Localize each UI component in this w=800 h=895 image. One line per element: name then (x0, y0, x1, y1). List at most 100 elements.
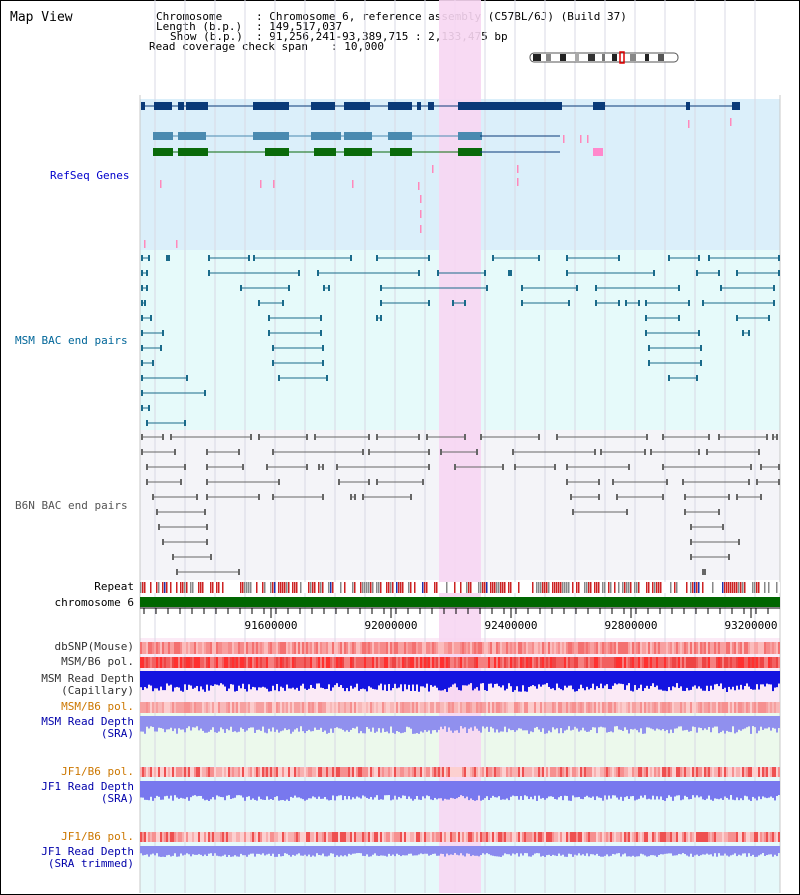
msm-b6-pol-2-heat-cell (148, 702, 150, 713)
msm-depth-capillary-bar (344, 671, 346, 692)
jf1-depth-sra-bar (484, 781, 486, 799)
msm-depth-sra-bar (220, 716, 222, 728)
jf1-depth-sra-bar (434, 781, 436, 798)
jf1-b6-pol-2-heat-cell (206, 832, 208, 842)
jf1-depth-trimmed-bar (526, 846, 528, 854)
jf1-depth-sra-bar (688, 781, 690, 800)
msm-b6-pol-2-heat-cell (520, 702, 522, 713)
jf1-b6-pol-heat-cell (200, 767, 202, 777)
jf1-b6-pol-2-heat-cell (308, 832, 310, 842)
jf1-depth-sra-bar (430, 781, 432, 800)
dbsnp-heat-cell (710, 642, 712, 654)
jf1-b6-pol-2-heat-cell (496, 832, 498, 842)
jf1-b6-pol-2-heat-cell (494, 832, 496, 842)
jf1-depth-sra-bar (506, 781, 508, 799)
msm-b6-pol-heat-cell (276, 657, 278, 668)
msm-depth-capillary-bar (292, 671, 294, 688)
repeat-element (536, 582, 538, 593)
msm-depth-sra-bar (518, 716, 520, 729)
msm-b6-pol-heat-cell (672, 657, 674, 668)
jf1-depth-sra-bar (706, 781, 708, 799)
msm-b6-pol-2-heat-cell (294, 702, 296, 713)
length-label: Length (b.p.) (156, 20, 243, 33)
msm-depth-sra-bar (622, 716, 624, 732)
b6n-bac-pair-end (566, 479, 568, 485)
msm-b6-pol-2-heat-cell (310, 702, 312, 713)
msm-depth-sra-bar (552, 716, 554, 728)
msm-depth-capillary-bar (678, 671, 680, 689)
jf1-b6-pol-2-heat-cell (430, 832, 432, 842)
jf1-depth-trimmed-bar (316, 846, 318, 854)
gene-row-3-exon (344, 148, 372, 156)
msm-b6-pol-2-heat-cell (260, 702, 262, 713)
repeat-element (764, 582, 766, 593)
jf1-b6-pol-2-heat-cell (358, 832, 360, 842)
jf1-b6-pol-2-heat-cell (666, 832, 668, 842)
msm-depth-capillary-bar (224, 671, 226, 687)
msm-b6-pol-2-heat-cell (194, 702, 196, 713)
dbsnp-heat-cell (590, 642, 592, 654)
dbsnp-heat-cell (514, 642, 516, 654)
jf1-depth-sra-bar (392, 781, 394, 800)
msm-b6-pol-2-heat-cell (470, 702, 472, 713)
jf1-depth-trimmed-bar (746, 846, 748, 857)
msm-depth-capillary-bar (542, 671, 544, 685)
msm-depth-capillary-bar (472, 671, 474, 691)
jf1-depth-sra-bar (744, 781, 746, 796)
jf1-b6-pol-heat-cell (486, 767, 488, 777)
msm-depth-sra-bar (568, 716, 570, 727)
repeat-element (656, 582, 658, 593)
msm-b6-pol-2-heat-cell (458, 702, 460, 713)
jf1-depth-trimmed-bar (666, 846, 668, 854)
msm-b6-pol-heat-cell (412, 657, 414, 668)
jf1-depth-sra-bar (264, 781, 266, 800)
dbsnp-heat-cell (548, 642, 550, 654)
repeat-element (480, 582, 482, 593)
msm-b6-pol-2-heat-cell (350, 702, 352, 713)
msm-b6-pol-2-heat-cell (506, 702, 508, 713)
msm-depth-sra-bar (246, 716, 248, 731)
jf1-b6-pol-2-heat-cell (202, 832, 204, 842)
msm-b6-pol-heat-cell (564, 657, 566, 668)
jf1-b6-pol-2-heat-cell (698, 832, 700, 842)
dbsnp-heat-cell (160, 642, 162, 654)
jf1-b6-pol-2-heat-cell (372, 832, 374, 842)
msm-depth-sra-bar (688, 716, 690, 732)
repeat-element (182, 582, 184, 593)
msm-depth-capillary-bar (504, 671, 506, 691)
dbsnp-heat-cell (632, 642, 634, 654)
jf1-b6-pol-2-heat-cell (388, 832, 390, 842)
jf1-b6-pol-heat-cell (282, 767, 284, 777)
msm-b6-pol-heat-cell (442, 657, 444, 668)
repeat-element (494, 582, 496, 593)
msm-depth-capillary-bar (520, 671, 522, 692)
repeat-element (628, 582, 630, 593)
msm-b6-pol-heat-cell (726, 657, 728, 668)
msm-b6-pol-2-heat-cell (496, 702, 498, 713)
msm-depth-sra-bar (380, 716, 382, 733)
msm-b6-pol-2-heat-cell (748, 702, 750, 713)
jf1-depth-trimmed-bar (628, 846, 630, 857)
jf1-depth-trimmed-bar (516, 846, 518, 854)
jf1-b6-pol-2-heat-cell (230, 832, 232, 842)
msm-b6-pol-heat-cell (314, 657, 316, 668)
msm-depth-capillary-bar (710, 671, 712, 686)
dbsnp-heat-cell (440, 642, 442, 654)
jf1-depth-sra-bar (764, 781, 766, 798)
dbsnp-heat-cell (384, 642, 386, 654)
dbsnp-heat-cell (738, 642, 740, 654)
jf1-b6-pol-heat-cell (522, 767, 524, 777)
jf1-b6-pol-heat-cell (500, 767, 502, 777)
jf1-depth-sra-bar (492, 781, 494, 796)
jf1-depth-sra-bar (480, 781, 482, 801)
jf1-depth-sra-bar (542, 781, 544, 798)
msm-b6-pol-2-heat-cell (142, 702, 144, 713)
jf1-depth-sra-bar (712, 781, 714, 801)
dbsnp-heat-cell (648, 642, 650, 654)
msm-depth-capillary-bar (650, 671, 652, 686)
jf1-depth-sra-bar (192, 781, 194, 796)
jf1-b6-pol-heat-cell (420, 767, 422, 777)
msm-b6-pol-2-heat-cell (510, 702, 512, 713)
jf1-b6-pol-2-heat-cell (708, 832, 710, 842)
